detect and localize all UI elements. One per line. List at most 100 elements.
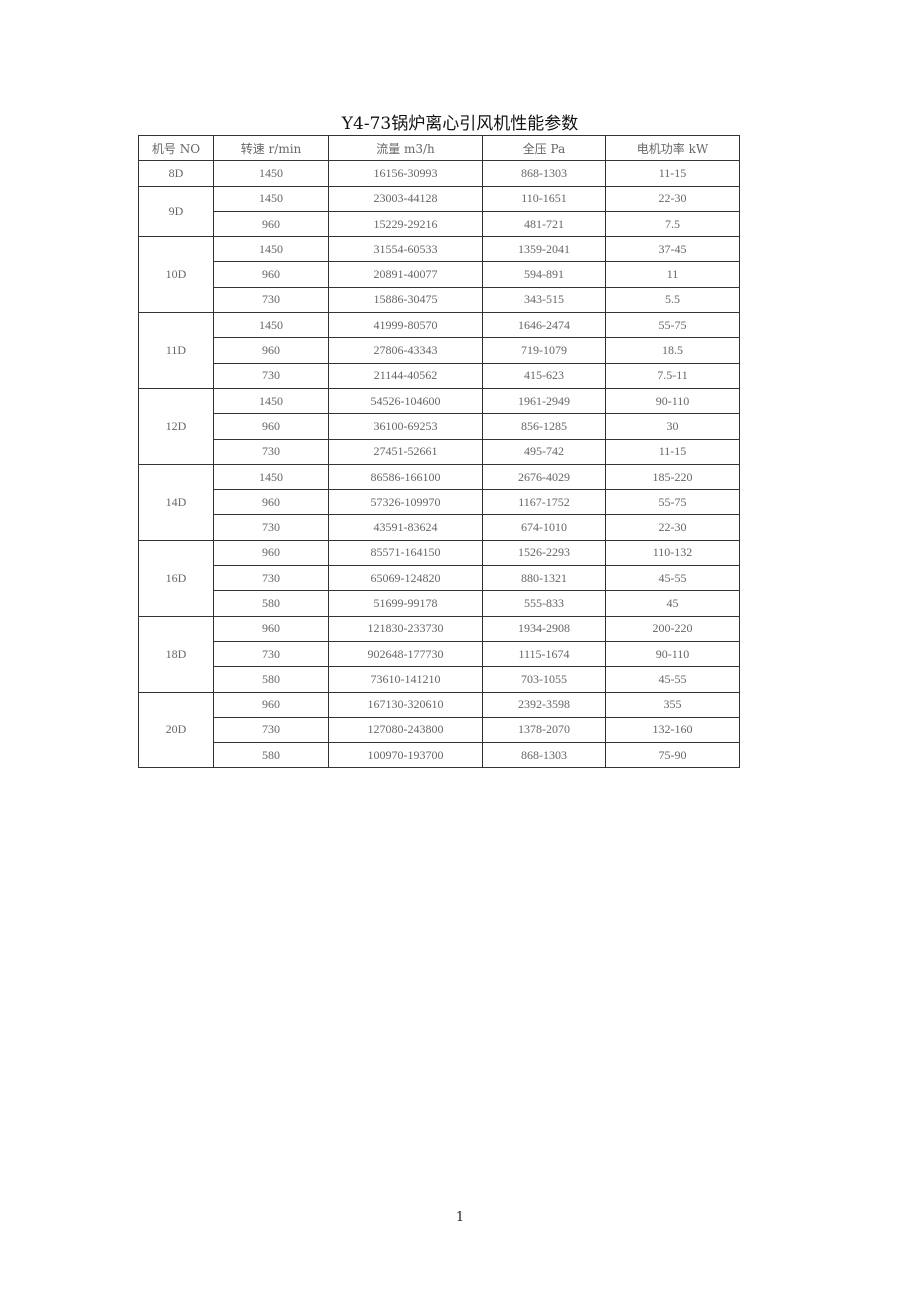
table-row: 960 15229-29216 481-721 7.5 [139, 210, 740, 238]
speed-cell: 730 [213, 362, 329, 389]
power-cell: 7.5 [605, 210, 740, 238]
power-cell: 55-75 [605, 489, 740, 516]
pressure-cell: 1115-1674 [482, 640, 606, 668]
flow-cell: 65069-124820 [328, 565, 483, 592]
table-row: 960 20891-40077 594-891 11 [139, 261, 740, 288]
pressure-cell: 555-833 [482, 590, 606, 617]
power-cell: 55-75 [605, 312, 740, 339]
flow-cell: 167130-320610 [328, 691, 483, 718]
page-title: Y4-73锅炉离心引风机性能参数 [341, 114, 579, 134]
power-cell: 11 [605, 261, 740, 288]
page-number: 1 [455, 1210, 465, 1225]
pressure-cell: 110-1651 [482, 185, 606, 212]
speed-cell: 730 [213, 514, 329, 541]
table-row: 580 51699-99178 555-833 45 [139, 590, 740, 617]
speed-cell: 960 [213, 261, 329, 288]
table-row: 14D 1450 86586-166100 2676-4029 185-220 [138, 463, 740, 541]
table-row: 730 21144-40562 415-623 7.5-11 [139, 362, 740, 389]
power-cell: 45-55 [605, 666, 740, 693]
model-cell: 12D [138, 387, 214, 465]
pressure-cell: 1378-2070 [482, 716, 606, 744]
table-row: 12D 1450 54526-104600 1961-2949 90-110 [138, 387, 740, 465]
power-cell: 30 [605, 413, 740, 440]
flow-cell: 15229-29216 [328, 210, 483, 238]
speed-cell: 580 [213, 742, 329, 769]
flow-cell: 85571-164150 [328, 539, 483, 567]
speed-cell: 1450 [213, 463, 329, 491]
model-cell: 10D [138, 236, 214, 314]
pressure-cell: 2676-4029 [482, 463, 606, 491]
model-cell: 16D [138, 539, 214, 617]
power-cell: 11-15 [605, 160, 740, 187]
power-cell: 355 [605, 691, 740, 718]
speed-cell: 1450 [213, 312, 329, 339]
power-cell: 200-220 [605, 615, 740, 642]
pressure-cell: 2392-3598 [482, 691, 606, 718]
power-cell: 185-220 [605, 463, 740, 491]
model-cell: 20D [138, 691, 214, 769]
table-row: 730 127080-243800 1378-2070 132-160 [139, 716, 740, 744]
model-cell: 9D [138, 185, 214, 238]
pressure-cell: 415-623 [482, 362, 606, 389]
pressure-cell: 594-891 [482, 261, 606, 288]
flow-cell: 15886-30475 [328, 286, 483, 314]
table-row: 16D 960 85571-164150 1526-2293 110-132 [138, 539, 740, 617]
flow-cell: 16156-30993 [328, 160, 483, 187]
pressure-cell: 674-1010 [482, 514, 606, 541]
power-cell: 45-55 [605, 565, 740, 592]
pressure-cell: 1359-2041 [482, 236, 606, 263]
pressure-cell: 1961-2949 [482, 387, 606, 415]
header-pressure: 全压 Pa [482, 134, 606, 162]
speed-cell: 730 [213, 565, 329, 592]
table-row: 960 57326-109970 1167-1752 55-75 [139, 489, 740, 516]
table-row: 730 65069-124820 880-1321 45-55 [139, 565, 740, 592]
table-row: 11D 1450 41999-80570 1646-2474 55-75 [138, 312, 740, 389]
pressure-cell: 868-1303 [482, 742, 606, 769]
pressure-cell: 1934-2908 [482, 615, 606, 642]
power-cell: 7.5-11 [605, 362, 740, 389]
pressure-cell: 1646-2474 [482, 312, 606, 339]
table-row: 18D 960 121830-233730 1934-2908 200-220 [138, 615, 740, 693]
speed-cell: 1450 [213, 160, 329, 187]
power-cell: 110-132 [605, 539, 740, 567]
model-cell: 11D [138, 312, 214, 389]
speed-cell: 960 [213, 691, 329, 718]
power-cell: 22-30 [605, 185, 740, 212]
power-cell: 45 [605, 590, 740, 617]
table-row: 730 15886-30475 343-515 5.5 [139, 286, 740, 314]
power-cell: 18.5 [605, 337, 740, 364]
power-cell: 37-45 [605, 236, 740, 263]
power-cell: 90-110 [605, 640, 740, 668]
model-cell: 8D [138, 160, 214, 187]
flow-cell: 27451-52661 [328, 438, 483, 465]
speed-cell: 730 [213, 438, 329, 465]
header-speed: 转速 r/min [213, 134, 329, 162]
power-cell: 132-160 [605, 716, 740, 744]
speed-cell: 730 [213, 716, 329, 744]
flow-cell: 902648-177730 [328, 640, 483, 668]
power-cell: 22-30 [605, 514, 740, 541]
pressure-cell: 1526-2293 [482, 539, 606, 567]
flow-cell: 51699-99178 [328, 590, 483, 617]
flow-cell: 100970-193700 [328, 742, 483, 769]
speed-cell: 960 [213, 210, 329, 238]
speed-cell: 1450 [213, 185, 329, 212]
pressure-cell: 868-1303 [482, 160, 606, 187]
speed-cell: 960 [213, 337, 329, 364]
speed-cell: 960 [213, 413, 329, 440]
flow-cell: 41999-80570 [328, 312, 483, 339]
model-cell: 18D [138, 615, 214, 693]
table-row: 960 27806-43343 719-1079 18.5 [139, 337, 740, 364]
header-flow: 流量 m3/h [328, 134, 483, 162]
header-power: 电机功率 kW [605, 134, 740, 162]
table-row: 9D 1450 23003-44128 110-1651 22-30 [138, 185, 740, 238]
speed-cell: 580 [213, 590, 329, 617]
flow-cell: 23003-44128 [328, 185, 483, 212]
flow-cell: 73610-141210 [328, 666, 483, 693]
table-row: 730 27451-52661 495-742 11-15 [139, 438, 740, 465]
pressure-cell: 703-1055 [482, 666, 606, 693]
speed-cell: 1450 [213, 387, 329, 415]
pressure-cell: 343-515 [482, 286, 606, 314]
power-cell: 5.5 [605, 286, 740, 314]
table-row: 10D 1450 31554-60533 1359-2041 37-45 [138, 236, 740, 314]
